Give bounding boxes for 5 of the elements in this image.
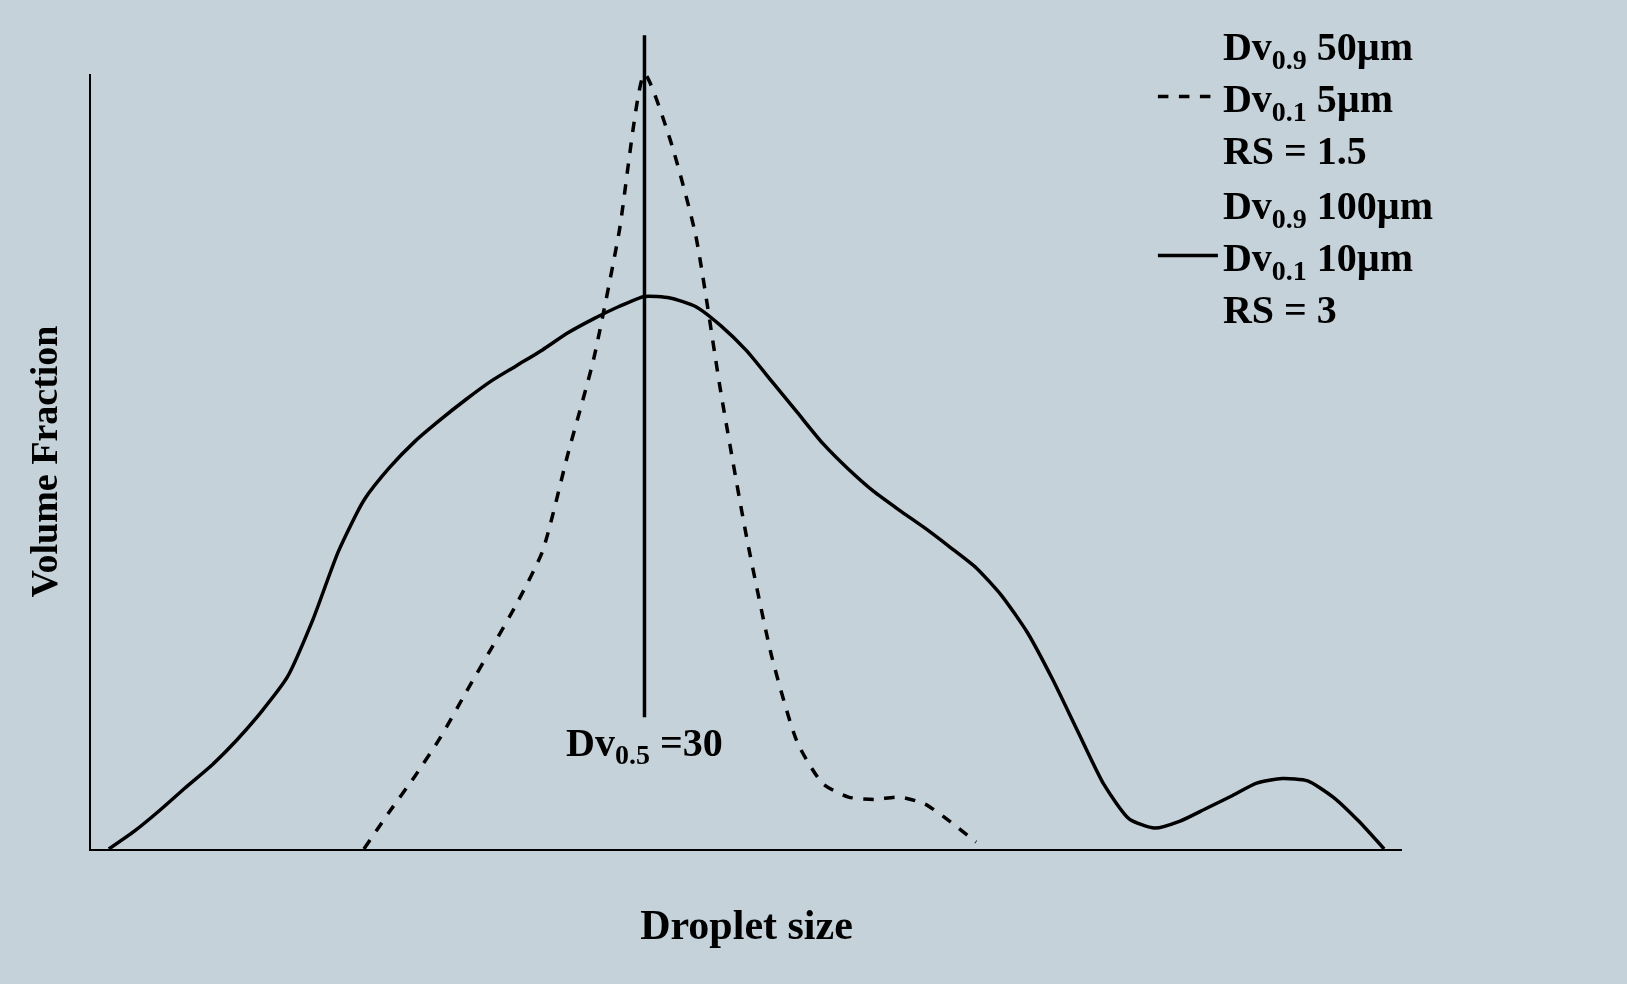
legend-label: Dv$_{0.9}$ 50µm Dv$_{0.1}$ 5µm RS = 1.5	[1222, 24, 1414, 174]
annotation: Dv$_{0.5}$ =30	[566, 720, 723, 771]
x-axis-title: Droplet size	[640, 902, 853, 949]
y-axis-title: Volume Fraction	[22, 325, 65, 598]
legend-label: Dv$_{0.9}$ 100µm Dv$_{0.1}$ 10µm RS = 3	[1222, 183, 1434, 333]
